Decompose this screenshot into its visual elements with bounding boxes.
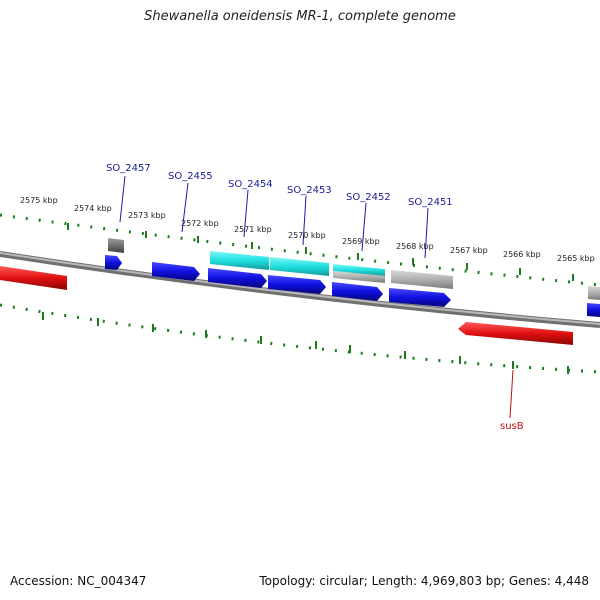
scale-label: 2574 kbp [74, 204, 112, 213]
feature-block-cyan[interactable] [270, 257, 329, 276]
map-title: Shewanella oneidensis MR-1, complete gen… [144, 9, 456, 24]
scale-label: 2575 kbp [20, 196, 58, 205]
scale-label: 2569 kbp [342, 237, 380, 246]
feature-block-dark[interactable] [108, 238, 124, 253]
gene-label: SO_2452 [346, 192, 391, 203]
forward-cds-arrow[interactable] [332, 282, 383, 301]
inner-major-ticks [42, 312, 569, 374]
gene-label: SO_2455 [168, 171, 213, 182]
gene-label: susB [500, 421, 524, 432]
genome-summary-text: Topology: circular; Length: 4,969,803 bp… [259, 574, 589, 588]
forward-cds-arrow[interactable] [208, 268, 267, 288]
forward-cds-arrow[interactable] [152, 262, 200, 281]
scale-label: 2567 kbp [450, 246, 488, 255]
gene-labels: SO_2457 SO_2455 SO_2454 SO_2453 SO_2452 … [106, 163, 524, 432]
susB-leader [509, 369, 514, 419]
scale-label: 2573 kbp [128, 211, 166, 220]
forward-cds-arrow[interactable] [587, 303, 600, 317]
scale-labels: 2575 kbp 2574 kbp 2573 kbp 2572 kbp 2571… [20, 196, 595, 263]
genome-backbone-highlight [0, 252, 600, 325]
scale-label: 2572 kbp [181, 219, 219, 228]
gene-label: SO_2451 [408, 197, 453, 208]
feature-block-grey[interactable] [391, 270, 453, 289]
feature-row-upper[interactable] [108, 238, 600, 300]
feature-block-grey[interactable] [333, 271, 385, 283]
outer-major-ticks [67, 223, 574, 281]
reverse-cds-row[interactable] [0, 266, 573, 345]
forward-cds-arrow[interactable] [268, 275, 326, 294]
feature-block-cyan[interactable] [333, 264, 385, 276]
gene-label: SO_2453 [287, 185, 332, 196]
forward-cds-arrow[interactable] [389, 288, 451, 307]
feature-block-cyan[interactable] [210, 251, 269, 270]
scale-label: 2570 kbp [288, 231, 326, 240]
forward-cds-arrow[interactable] [105, 255, 122, 270]
scale-label: 2566 kbp [503, 250, 541, 259]
feature-block-grey[interactable] [588, 286, 600, 300]
reverse-cds-arrow[interactable] [0, 266, 67, 290]
reverse-cds-arrow[interactable] [458, 322, 573, 345]
accession-text: Accession: NC_004347 [10, 574, 147, 588]
scale-label: 2565 kbp [557, 254, 595, 263]
gene-label: SO_2457 [106, 163, 151, 174]
label-leaders [119, 175, 429, 259]
scale-label: 2571 kbp [234, 225, 272, 234]
gene-label: SO_2454 [228, 179, 273, 190]
forward-cds-row[interactable] [105, 255, 600, 317]
scale-label: 2568 kbp [396, 242, 434, 251]
